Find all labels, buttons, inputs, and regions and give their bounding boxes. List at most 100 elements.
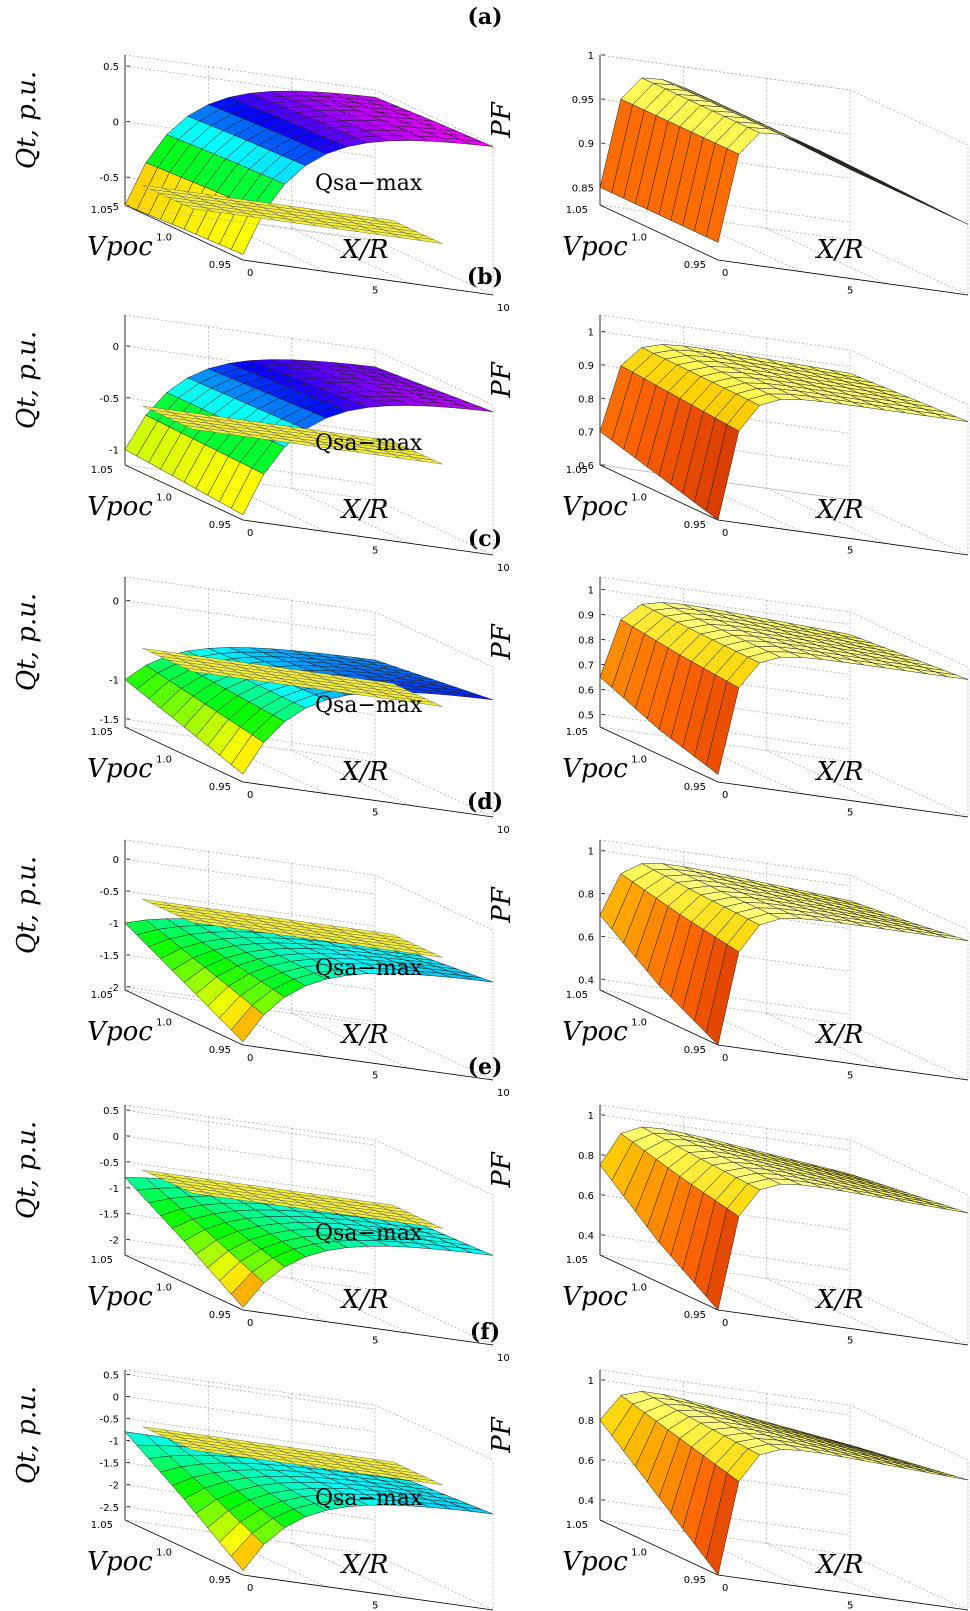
xr-tick-label: 10 (497, 825, 510, 836)
z-tick-label: 0.8 (578, 1416, 594, 1427)
qsa-max-plane (413, 699, 443, 707)
z-axis-label: PF (487, 101, 517, 138)
v-tick-label: 0.95 (684, 1045, 706, 1056)
z-tick-label: -2 (109, 1235, 119, 1246)
box-grid (766, 487, 885, 544)
xr-axis-label: X/R (815, 495, 864, 525)
v-axis (124, 989, 244, 1046)
z-tick-label: -1 (109, 1184, 119, 1195)
qsa-max-plane (413, 1477, 443, 1486)
z-tick-label: 0.95 (572, 95, 594, 106)
v-axis (599, 464, 719, 521)
pf-surface-chart: 10.80.60.41.051.00.950510PFVpocX/R (487, 1104, 969, 1347)
z-tick-label: 0.6 (578, 1191, 594, 1202)
z-tick-label: 0.5 (578, 711, 594, 722)
z-tick-label: -0.5 (99, 394, 119, 405)
v-tick-label: 0.95 (684, 1310, 706, 1321)
z-tick-label: -1.5 (99, 1459, 119, 1470)
xr-tick-label: 10 (497, 1353, 510, 1364)
xr-axis-label: X/R (815, 235, 864, 265)
xr-axis (242, 1044, 494, 1081)
surface-patch (935, 933, 969, 941)
v-tick-label: 0.95 (209, 520, 231, 531)
box-grid (291, 487, 410, 544)
z-tick-label: 1 (588, 328, 594, 339)
v-axis (124, 726, 244, 783)
xr-tick-label: 5 (372, 1336, 378, 1347)
z-tick-label: 0.6 (578, 461, 594, 472)
xr-tick-label: 0 (722, 790, 728, 801)
v-tick-label: 1.05 (91, 205, 113, 216)
xr-tick-label: 0 (722, 1583, 728, 1594)
z-axis-label: Qt, p.u. (12, 593, 42, 691)
v-tick-label: 0.95 (209, 782, 231, 793)
z-tick-label: 0.8 (578, 1151, 594, 1162)
z-tick-label: -1.5 (99, 715, 119, 726)
v-axis (599, 1254, 719, 1311)
v-tick-label: 1.0 (631, 755, 647, 766)
v-axis-label: Vpoc (87, 492, 153, 522)
z-tick-label: 0 (113, 855, 119, 866)
qsa-max-plane (413, 1221, 443, 1229)
z-tick-label: -2 (109, 1481, 119, 1492)
z-tick-label: -1 (109, 919, 119, 930)
z-axis-label: Qt, p.u. (12, 856, 42, 954)
xr-axis-label: X/R (340, 1285, 389, 1315)
xr-tick-label: 5 (372, 546, 378, 557)
v-axis (599, 726, 719, 783)
v-axis-label: Vpoc (562, 1547, 628, 1577)
xr-tick-label: 5 (847, 1336, 853, 1347)
v-axis-label: Vpoc (562, 232, 628, 262)
z-axis-label: Qt, p.u. (12, 1386, 42, 1484)
xr-tick-label: 0 (247, 790, 253, 801)
panel-label: (b) (467, 264, 503, 290)
v-tick-label: 1.0 (156, 493, 172, 504)
v-tick-label: 1.05 (566, 465, 588, 476)
z-tick-label: 0.7 (578, 661, 594, 672)
v-axis (599, 204, 719, 261)
z-tick-label: 1 (588, 847, 594, 858)
v-tick-label: 1.05 (91, 727, 113, 738)
xr-tick-label: 10 (497, 1088, 510, 1099)
surface-patch (230, 1004, 265, 1043)
xr-tick-label: 0 (722, 1318, 728, 1329)
box-grid (849, 145, 969, 296)
v-tick-label: 0.95 (209, 1045, 231, 1056)
surface-patch (230, 1271, 265, 1308)
z-tick-label: 0 (113, 1392, 119, 1403)
xr-tick-label: 10 (497, 563, 510, 574)
surface-patch (935, 1472, 969, 1481)
box-grid (766, 1012, 885, 1069)
z-tick-label: 1 (588, 1111, 594, 1122)
xr-axis (717, 1044, 969, 1081)
xr-tick-label: 0 (247, 1318, 253, 1329)
xr-tick-label: 5 (847, 286, 853, 297)
z-tick-label: 0.4 (578, 1496, 594, 1507)
z-tick-label: 0.6 (578, 932, 594, 943)
z-axis-label: PF (487, 886, 517, 923)
z-gridline (124, 858, 376, 895)
z-tick-label: -2 (109, 983, 119, 994)
v-tick-label: 0.95 (209, 1310, 231, 1321)
z-tick-label: 0.5 (103, 1370, 119, 1381)
z-tick-label: -1 (109, 445, 119, 456)
z-tick-label: 0.6 (578, 686, 594, 697)
z-tick-label: 0.9 (578, 139, 594, 150)
qsa-max-annotation: Qsa−max (315, 1486, 423, 1511)
box-grid (124, 1104, 494, 1196)
surface-patch (705, 944, 740, 1046)
z-tick-label: 5 (113, 202, 119, 213)
z-tick-label: 0.85 (572, 183, 594, 194)
box-grid (124, 314, 494, 406)
xr-tick-label: 0 (247, 1583, 253, 1594)
v-axis-label: Vpoc (87, 754, 153, 784)
z-tick-label: 0 (113, 118, 119, 129)
panel-label: (d) (467, 789, 503, 815)
box-grid (599, 314, 969, 406)
box-grid (766, 1542, 885, 1599)
v-tick-label: 0.95 (209, 1575, 231, 1586)
qsa-max-plane (413, 236, 443, 244)
qsa-max-annotation: Qsa−max (315, 956, 423, 981)
v-tick-label: 1.05 (566, 1255, 588, 1266)
box-grid (291, 1012, 410, 1069)
